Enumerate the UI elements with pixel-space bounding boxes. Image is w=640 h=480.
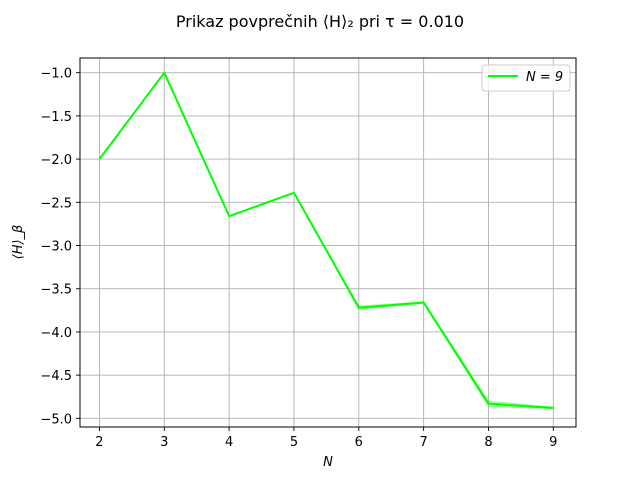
y-tick-label: −2.5 [40, 196, 72, 211]
legend-box [481, 64, 571, 92]
x-tick-label: 8 [484, 435, 492, 450]
y-tick-label: −4.0 [40, 326, 72, 341]
y-tick-label: −1.5 [40, 110, 72, 125]
series-line [98, 71, 554, 409]
plot-frame [79, 57, 577, 428]
grid [80, 58, 576, 427]
x-tick-label: 3 [160, 435, 168, 450]
x-tick-label: 2 [95, 435, 103, 450]
x-tick-label: 9 [549, 435, 557, 450]
legend: N = 9 [481, 64, 571, 92]
x-tick-label: 7 [419, 435, 427, 450]
y-tick-label: −5.0 [40, 412, 72, 427]
y-axis-ticks: −1.0 −1.5 −2.0 −2.5 −3.0 −3.5 −4.0 −4.5 −5.0 [40, 67, 80, 427]
x-axis-ticks: 2 3 4 5 6 7 8 9 [95, 427, 557, 450]
x-tick-label: 4 [225, 435, 233, 450]
series-layer [98, 71, 554, 409]
y-tick-label: −3.5 [40, 283, 72, 298]
x-axis-title: N [323, 455, 333, 470]
y-tick-label: −2.0 [40, 153, 72, 168]
x-tick-label: 6 [355, 435, 363, 450]
y-axis-title: ⟨H⟩_β [11, 225, 26, 260]
y-tick-label: −3.0 [40, 240, 72, 255]
chart-title: Prikaz povprečnih ⟨H⟩₂ pri τ = 0.010 [176, 12, 464, 31]
y-tick-label: −4.5 [40, 369, 72, 384]
x-tick-label: 5 [290, 435, 298, 450]
legend-label: N = 9 [526, 70, 563, 85]
y-tick-label: −1.0 [40, 67, 72, 82]
